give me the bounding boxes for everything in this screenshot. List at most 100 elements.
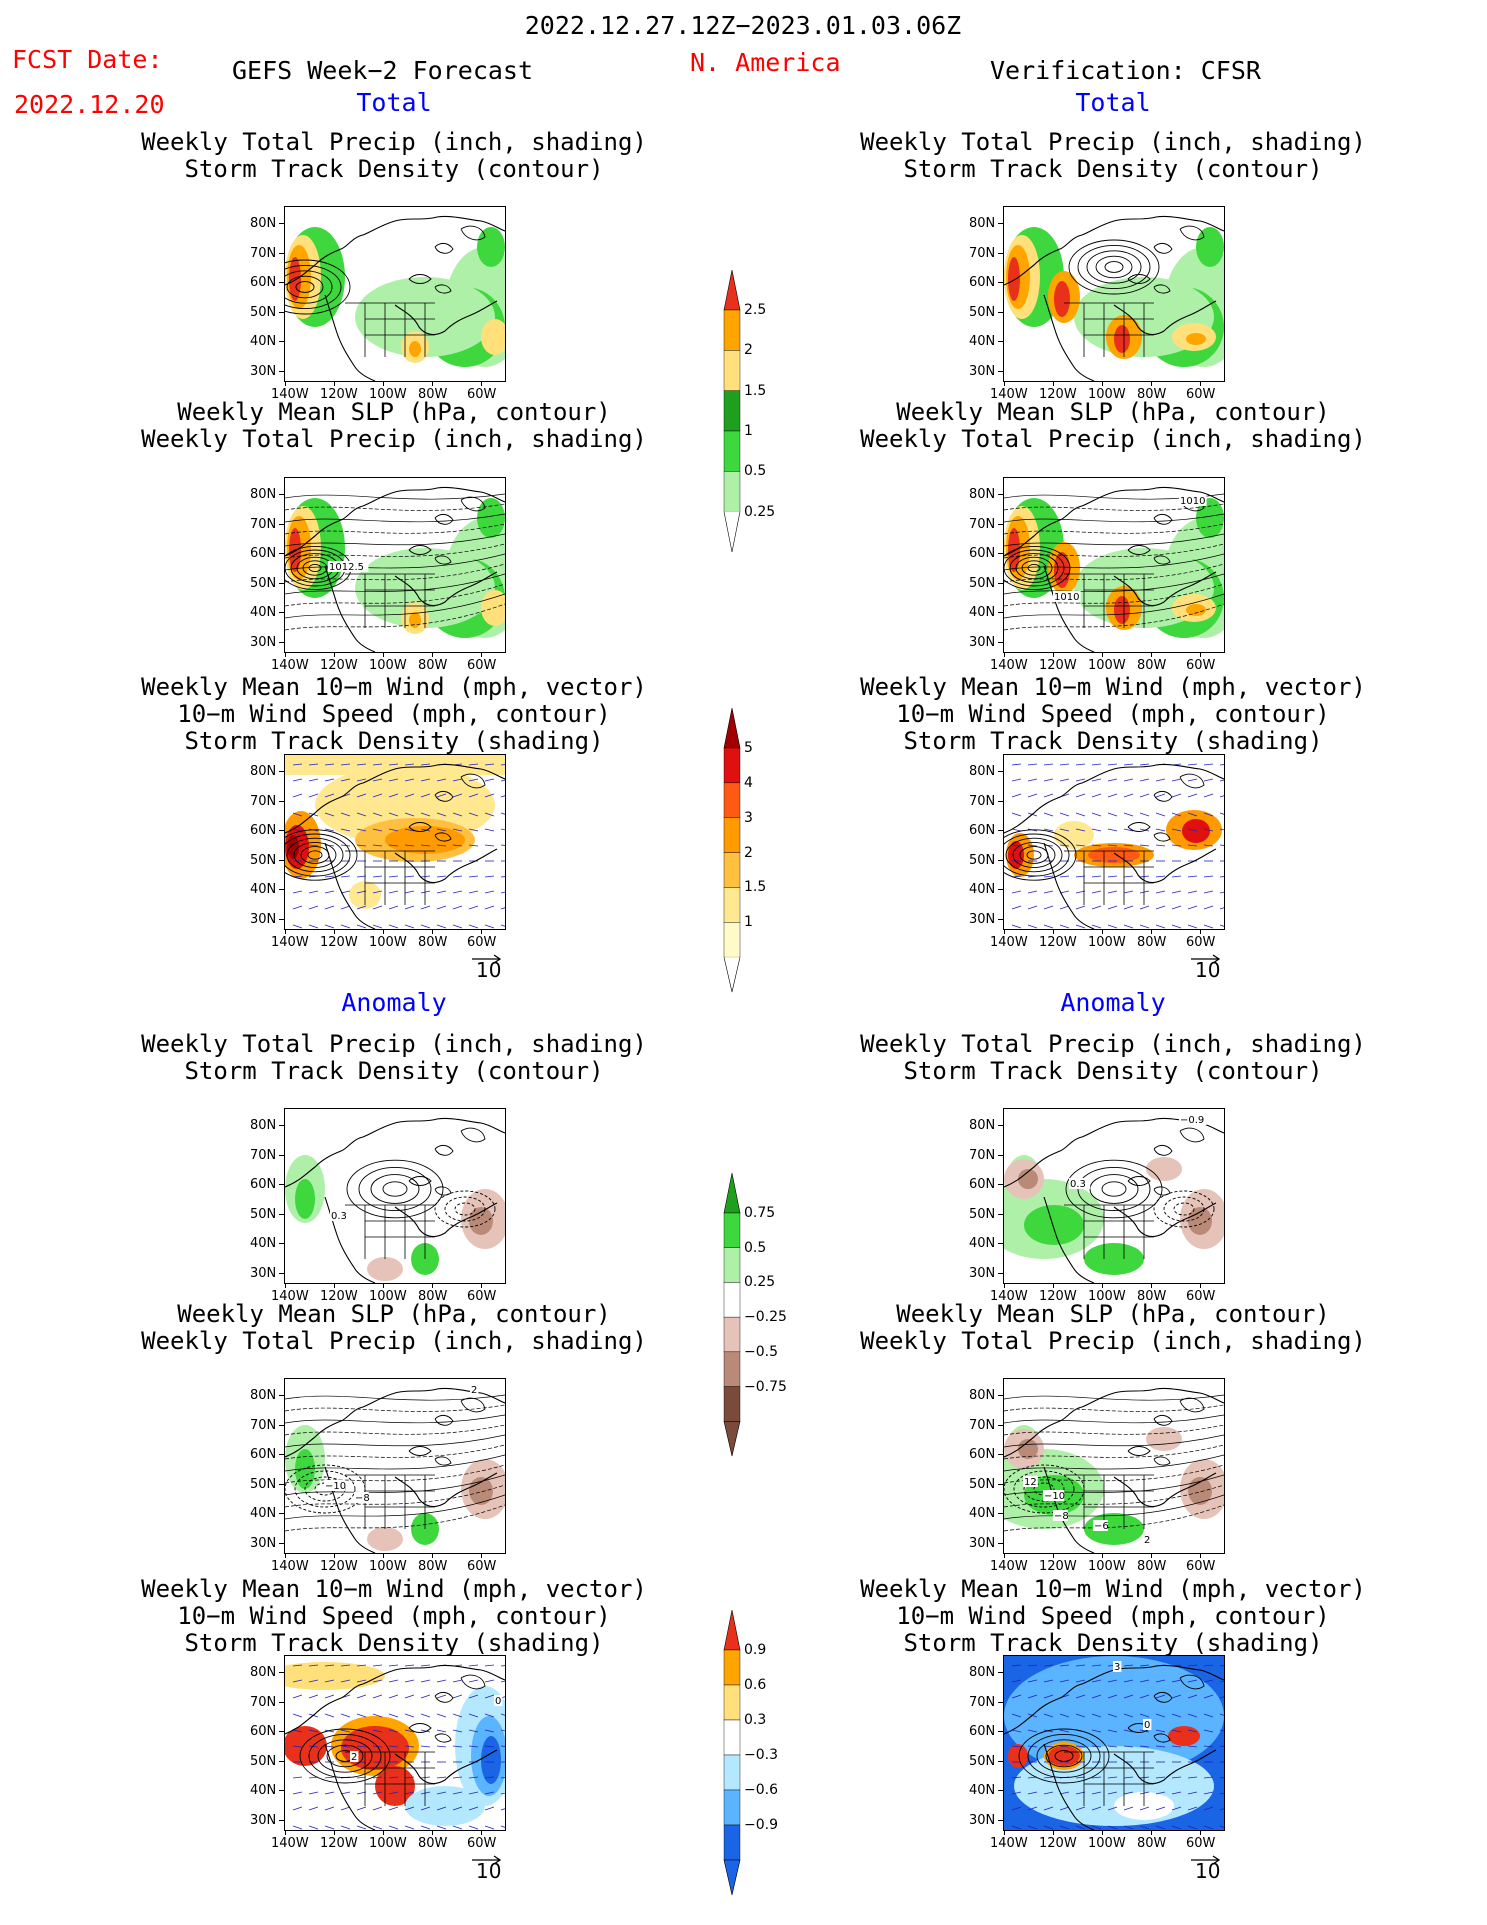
date-range-title: 2022.12.27.12Z−2023.01.03.06Z <box>524 11 962 40</box>
lat-tick-mark <box>279 523 284 525</box>
colorbar-label-track_anom: −0.6 <box>744 1782 778 1798</box>
contour-label-l6b: 0 <box>495 1696 501 1707</box>
panel-title-left-4-line1: Weekly Total Precip (inch, shading) <box>141 1030 647 1058</box>
lat-tick-mark <box>279 370 284 372</box>
contour-label-r2b: 1010 <box>1180 496 1205 507</box>
lon-tick-right-1: 80W <box>1137 387 1167 402</box>
reference-vector-arrow-left-3 <box>470 950 504 964</box>
reference-vector-arrow-right-3 <box>1189 950 1223 964</box>
lat-tick-mark <box>279 889 284 890</box>
panel-title-right-5-line2: Weekly Total Precip (inch, shading) <box>860 1327 1366 1355</box>
lon-tick-mark <box>334 1830 335 1835</box>
lat-tick-mark <box>998 830 1003 831</box>
left-column-title: GEFS Week−2 Forecast <box>232 56 534 85</box>
section-total-left: Total <box>356 88 432 117</box>
colorbar-label-precip_total: 1 <box>744 423 753 439</box>
contour-label-l4: 0.3 <box>331 1211 347 1222</box>
lat-tick-right-1: 30N <box>969 363 996 379</box>
lat-tick-left-3: 50N <box>250 852 277 868</box>
lon-tick-right-1: 140W <box>990 387 1028 402</box>
lon-tick-mark <box>1102 929 1103 934</box>
lon-tick-left-6: 120W <box>320 1836 358 1851</box>
map-left-2: 1012.5 <box>284 477 506 653</box>
lon-tick-mark <box>432 652 433 657</box>
lon-tick-left-1: 60W <box>467 387 497 402</box>
colorbar-label-precip_anom: 0.75 <box>744 1205 776 1221</box>
lon-tick-left-4: 60W <box>467 1289 497 1304</box>
contour-label-r5e: 2 <box>1144 1535 1150 1546</box>
reference-vector-label-left-6: 10 <box>476 1859 502 1883</box>
lat-tick-right-4: 30N <box>969 1265 996 1281</box>
lat-tick-mark <box>998 1513 1003 1514</box>
map-right-5: 12 −10 −8 −6 2 <box>1003 1378 1225 1554</box>
lon-tick-mark <box>1151 652 1152 657</box>
lat-tick-left-1: 30N <box>250 363 277 379</box>
lon-tick-right-3: 140W <box>990 935 1028 950</box>
panel-title-left-3-line3: Storm Track Density (shading) <box>184 727 604 755</box>
lat-tick-mark <box>998 1542 1003 1544</box>
lon-tick-mark <box>1102 1553 1103 1558</box>
lon-tick-right-2: 80W <box>1137 658 1167 673</box>
panel-title-left-1-line2: Storm Track Density (contour) <box>184 155 604 183</box>
lat-tick-mark <box>998 1424 1003 1426</box>
lat-tick-left-1: 50N <box>250 304 277 320</box>
lat-tick-mark <box>998 800 1003 802</box>
lat-tick-mark <box>279 771 284 772</box>
lat-tick-right-3: 60N <box>969 823 996 838</box>
map-left-5: −10 −8 2 <box>284 1378 506 1554</box>
lon-tick-mark <box>481 1830 482 1835</box>
contour-label-r4b: −0.9 <box>1180 1115 1204 1126</box>
lat-tick-mark <box>998 612 1003 613</box>
lat-tick-left-6: 30N <box>250 1812 277 1828</box>
lon-tick-mark <box>1151 1283 1152 1288</box>
lon-tick-mark <box>383 381 384 386</box>
lon-tick-left-2: 80W <box>418 658 448 673</box>
lon-tick-left-2: 100W <box>369 658 407 673</box>
section-anomaly-right: Anomaly <box>1060 988 1166 1017</box>
colorbar-label-precip_total: 0.5 <box>744 463 767 480</box>
lat-tick-left-1: 40N <box>250 334 277 349</box>
lat-tick-mark <box>998 918 1003 920</box>
lat-tick-left-2: 30N <box>250 634 277 650</box>
lon-tick-right-6: 80W <box>1137 1836 1167 1851</box>
lon-tick-right-6: 120W <box>1039 1836 1077 1851</box>
colorbar-label-precip_anom: −0.25 <box>744 1309 787 1326</box>
lon-tick-mark <box>1200 1830 1201 1835</box>
lon-tick-mark <box>1200 1283 1201 1288</box>
lon-tick-mark <box>432 1553 433 1558</box>
colorbar-label-precip_anom: 0.25 <box>744 1274 776 1291</box>
lon-tick-mark <box>1004 929 1005 934</box>
lon-tick-mark <box>1004 652 1005 657</box>
lon-tick-left-1: 140W <box>271 387 309 402</box>
lat-tick-mark <box>998 1701 1003 1703</box>
lat-tick-mark <box>279 282 284 283</box>
lon-tick-right-3: 100W <box>1088 935 1126 950</box>
lat-tick-mark <box>279 1513 284 1514</box>
lon-tick-left-5: 120W <box>320 1559 358 1574</box>
lat-tick-right-6: 60N <box>969 1724 996 1739</box>
lat-tick-right-2: 50N <box>969 575 996 591</box>
contour-label-r5c: −8 <box>1054 1511 1069 1522</box>
lon-tick-mark <box>1004 381 1005 386</box>
lon-tick-left-3: 80W <box>418 935 448 950</box>
lat-tick-left-5: 70N <box>250 1417 277 1433</box>
contour-label-r6: 3 <box>1114 1662 1120 1673</box>
lat-tick-mark <box>998 1272 1003 1274</box>
lat-tick-mark <box>998 889 1003 890</box>
map-right-3 <box>1003 754 1225 930</box>
lat-tick-right-3: 30N <box>969 911 996 927</box>
lat-tick-mark <box>279 1760 284 1762</box>
lat-tick-mark <box>998 1731 1003 1732</box>
lon-tick-mark <box>285 1553 286 1558</box>
panel-title-right-3-line3: Storm Track Density (shading) <box>903 727 1323 755</box>
lon-tick-left-1: 120W <box>320 387 358 402</box>
lat-tick-left-4: 60N <box>250 1177 277 1192</box>
lon-tick-right-4: 100W <box>1088 1289 1126 1304</box>
lat-tick-right-5: 30N <box>969 1535 996 1551</box>
right-column-title: Verification: CFSR <box>990 56 1261 85</box>
contour-label-r5b: −10 <box>1044 1491 1065 1502</box>
lon-tick-mark <box>481 1283 482 1288</box>
lat-tick-mark <box>279 918 284 920</box>
lat-tick-left-3: 60N <box>250 823 277 838</box>
lat-tick-right-3: 40N <box>969 882 996 897</box>
